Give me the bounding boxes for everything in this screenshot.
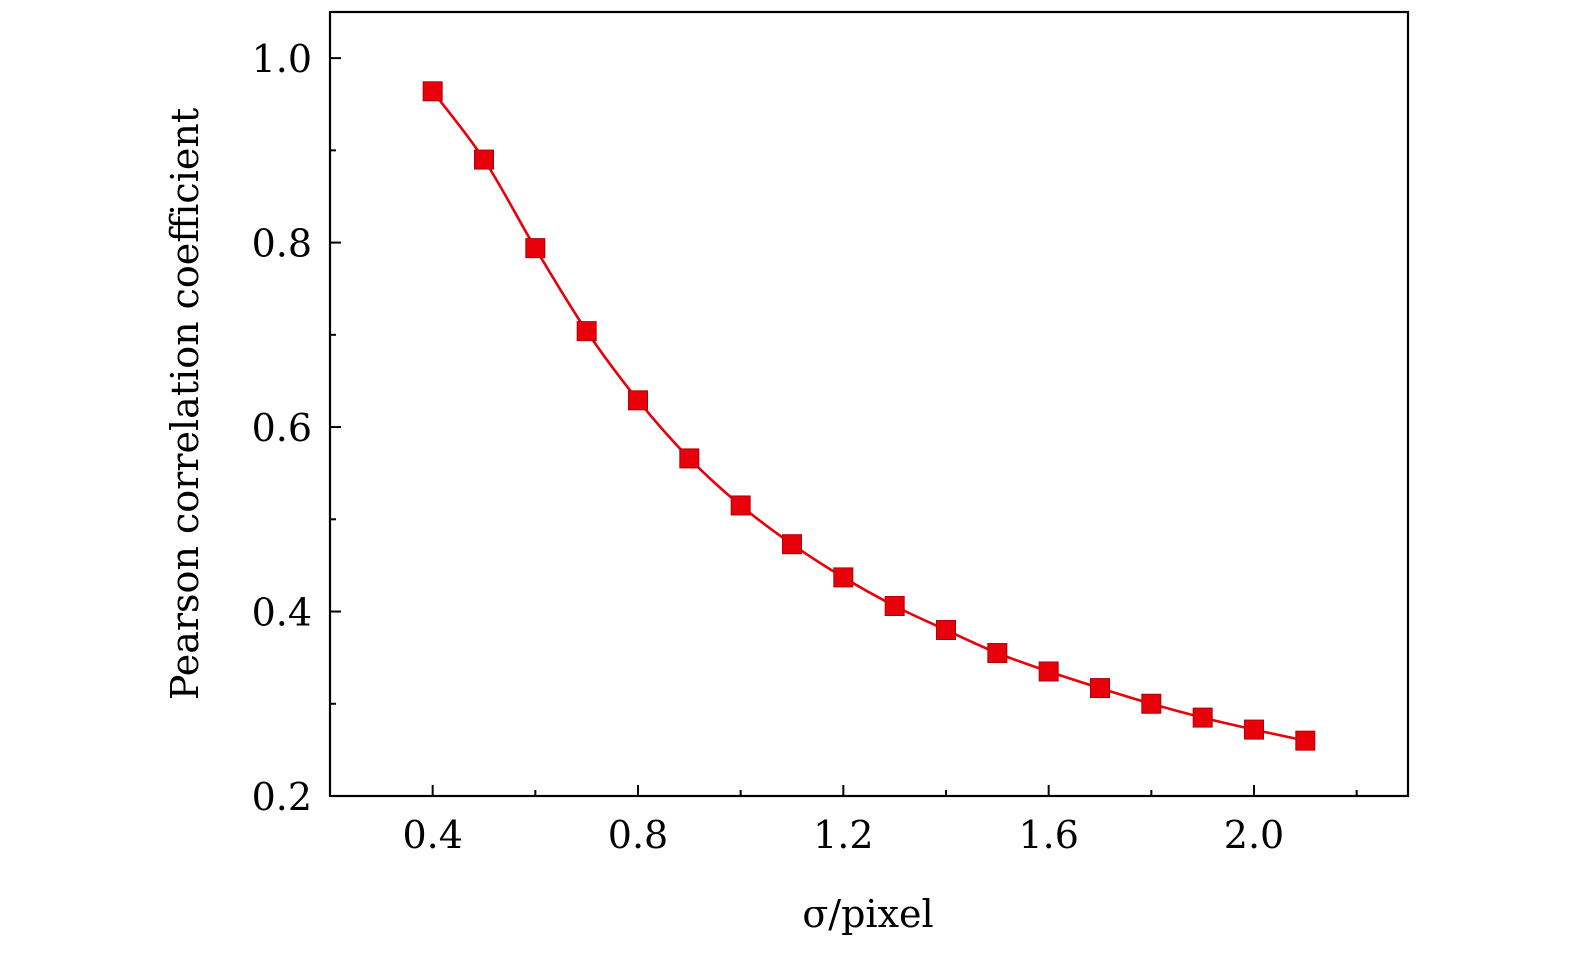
data-point xyxy=(679,448,700,469)
data-point xyxy=(1141,693,1162,714)
y-tick-label: 0.6 xyxy=(252,406,312,450)
plot-area xyxy=(328,10,1410,798)
series-line xyxy=(431,90,1306,742)
y-tick-label: 1.0 xyxy=(252,37,312,81)
data-point xyxy=(1244,719,1264,740)
y-tick-label: 0.4 xyxy=(252,591,312,635)
data-point xyxy=(525,238,546,259)
data-point xyxy=(1090,678,1110,699)
data-point xyxy=(576,321,597,342)
data-point xyxy=(1295,730,1316,751)
x-axis-title: σ/pixel xyxy=(802,892,933,936)
y-axis: 0.2 0.4 0.6 0.8 1.0 xyxy=(252,37,341,819)
data-point xyxy=(1038,661,1059,682)
data-point xyxy=(1192,707,1213,728)
data-point xyxy=(987,643,1008,664)
data-point xyxy=(422,81,443,102)
y-axis-title: Pearson correlation coefficient xyxy=(163,108,207,700)
data-point xyxy=(474,149,494,170)
series-layer xyxy=(422,81,1316,751)
x-tick-label: 2.0 xyxy=(1224,813,1284,857)
x-tick-label: 1.2 xyxy=(813,813,873,857)
data-point xyxy=(936,619,956,640)
data-point xyxy=(833,567,854,588)
x-tick-label: 0.4 xyxy=(402,813,462,857)
data-point xyxy=(730,495,751,516)
y-tick-label: 0.2 xyxy=(252,775,312,819)
data-point xyxy=(628,390,648,411)
x-tick-label: 1.6 xyxy=(1018,813,1078,857)
plot-frame xyxy=(328,10,1410,798)
x-tick-label: 0.8 xyxy=(608,813,668,857)
data-point xyxy=(884,596,905,616)
data-point xyxy=(782,534,802,555)
x-axis: 0.4 0.8 1.2 1.6 2.0 xyxy=(402,785,1358,857)
y-tick-label: 0.8 xyxy=(252,222,312,266)
